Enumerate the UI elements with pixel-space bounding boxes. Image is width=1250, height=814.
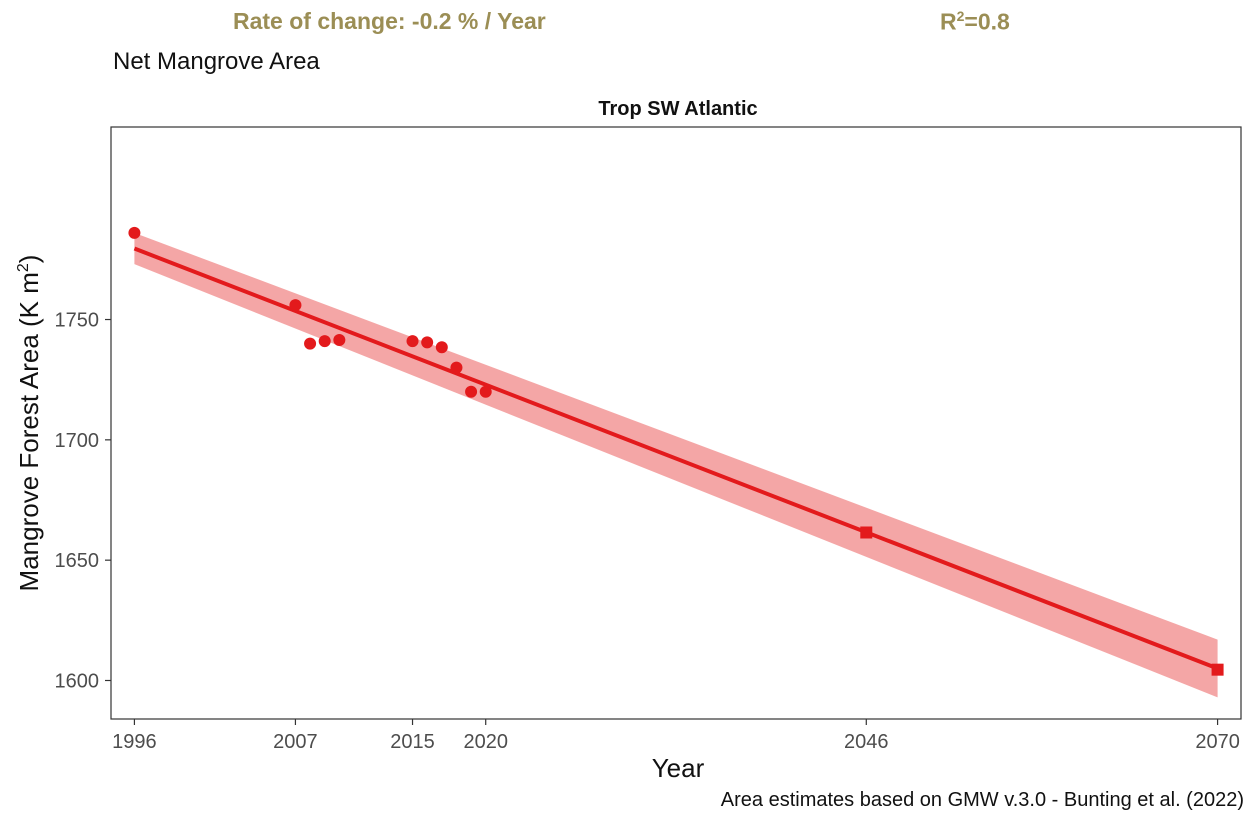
y-tick-label: 1650 <box>55 550 100 572</box>
observed-point <box>406 335 419 348</box>
observed-point <box>421 336 434 349</box>
plot-panel <box>110 126 1242 720</box>
observed-point <box>435 341 448 354</box>
observed-point <box>304 337 317 350</box>
x-tick-label: 2015 <box>390 731 435 753</box>
observed-point <box>465 385 478 398</box>
chart-subtitle: Net Mangrove Area <box>113 48 320 75</box>
observed-point <box>479 385 492 398</box>
projected-point <box>860 526 873 539</box>
x-tick-label: 2070 <box>1195 731 1240 753</box>
source-caption: Area estimates based on GMW v.3.0 - Bunt… <box>720 789 1244 811</box>
x-tick-label: 1996 <box>112 731 157 753</box>
observed-point <box>128 226 141 239</box>
confidence-ribbon <box>134 232 1218 698</box>
chart-title: Trop SW Atlantic <box>598 98 757 120</box>
x-tick-label: 2046 <box>844 731 889 753</box>
x-axis-label: Year <box>652 753 705 783</box>
y-tick-label: 1600 <box>55 670 100 692</box>
x-tick-label: 2020 <box>463 731 508 753</box>
observed-point <box>289 299 302 312</box>
y-tick-label: 1750 <box>55 310 100 332</box>
x-tick-label: 2007 <box>273 731 318 753</box>
regression-line <box>133 246 1219 671</box>
r-squared-label: R2=0.8 <box>940 8 1010 35</box>
observed-point <box>333 333 346 346</box>
observed-point <box>450 361 463 374</box>
y-tick-label: 1700 <box>55 430 100 452</box>
observed-point <box>318 335 331 348</box>
y-axis-label: Mangrove Forest Area (K m2) <box>14 255 44 592</box>
rate-of-change-label: Rate of change: -0.2 % / Year <box>233 8 546 34</box>
projected-point <box>1211 663 1224 676</box>
